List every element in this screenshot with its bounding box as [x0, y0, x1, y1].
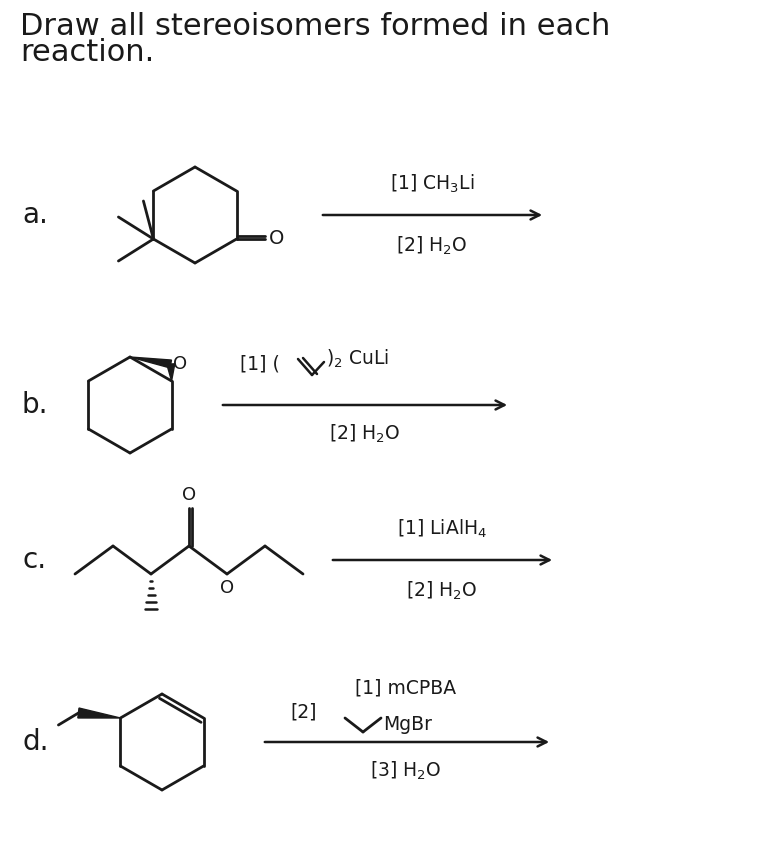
Text: [2] H$_2$O: [2] H$_2$O — [407, 580, 478, 602]
Text: [1] (: [1] ( — [240, 354, 280, 373]
Text: [1] LiAlH$_4$: [1] LiAlH$_4$ — [397, 518, 487, 540]
Text: Draw all stereoisomers formed in each: Draw all stereoisomers formed in each — [20, 12, 610, 41]
Text: [3] H$_2$O: [3] H$_2$O — [370, 760, 442, 783]
Text: MgBr: MgBr — [383, 716, 432, 734]
Text: d.: d. — [22, 728, 49, 756]
Text: c.: c. — [22, 546, 46, 574]
Text: O: O — [173, 355, 187, 373]
Polygon shape — [130, 357, 172, 368]
Text: [1] mCPBA: [1] mCPBA — [356, 678, 457, 697]
Text: O: O — [268, 230, 284, 249]
Text: reaction.: reaction. — [20, 38, 154, 67]
Text: [2] H$_2$O: [2] H$_2$O — [396, 235, 467, 257]
Polygon shape — [78, 708, 120, 718]
Polygon shape — [166, 364, 175, 381]
Text: b.: b. — [22, 391, 49, 419]
Text: [2]: [2] — [290, 703, 316, 722]
Text: [2] H$_2$O: [2] H$_2$O — [329, 423, 401, 445]
Text: [1] CH$_3$Li: [1] CH$_3$Li — [390, 173, 474, 195]
Text: a.: a. — [22, 201, 48, 229]
Text: O: O — [220, 579, 234, 597]
Text: )$_2$ CuLi: )$_2$ CuLi — [326, 347, 389, 370]
Text: O: O — [182, 486, 196, 504]
